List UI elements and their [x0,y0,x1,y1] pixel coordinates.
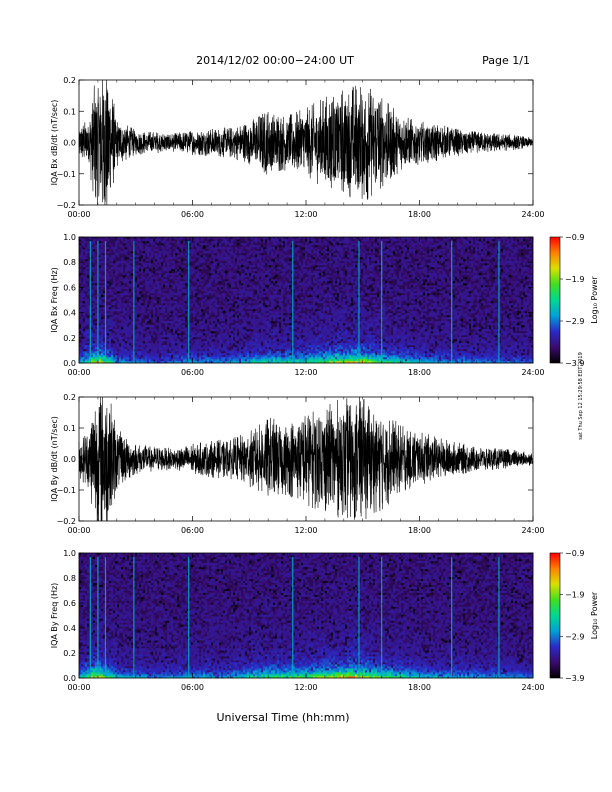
y-axis-label: IQA By Freq (Hz) [50,583,59,649]
y-tick-label: 0.2 [63,334,76,343]
x-tick-label: 00:00 [67,210,90,219]
x-tick-label: 24:00 [521,210,544,219]
x-tick-label: 06:00 [181,210,204,219]
y-axis-label: IQA Bx dB/dt (nT/sec) [50,100,59,186]
colorbar-tick-label: −0.9 [565,233,584,242]
colorbar-label: Log₁₀ Power [590,276,599,324]
y-tick-label: 0.0 [63,674,76,683]
y-tick-label: −0.1 [57,170,76,179]
panel-3: 00:00 06:00 12:00 18:00 24:00 0.2 0.1 0.0 −0.1 −0… [50,393,545,535]
x-axis-label: Universal Time (hh:mm) [217,711,350,724]
y-tick-label: 1.0 [63,549,76,558]
y-axis-label: IQA Bx Freq (Hz) [50,267,59,333]
x-tick-label: 24:00 [521,368,544,377]
spectrogram-cells [79,237,534,364]
y-tick-label: 0.0 [63,359,76,368]
x-tick-label: 18:00 [408,210,431,219]
colorbar [549,552,561,679]
y-tick-label: 0.4 [63,624,76,633]
spectrogram-cells [79,553,534,679]
colorbar-tick-label: −0.9 [565,549,584,558]
y-tick-label: 0.2 [63,649,76,658]
waveform-trace [78,79,533,206]
x-tick-label: 00:00 [67,526,90,535]
x-tick-label: 06:00 [181,526,204,535]
y-tick-label: 0.6 [63,283,76,292]
panel-4: −0.9 −1.9 −2.9 −3.9 Log₁₀ Power 00:00 06:00 12:… [50,549,599,692]
y-tick-label: 0.8 [63,574,76,583]
page-number: Page 1/1 [482,54,530,67]
x-tick-label: 18:00 [408,368,431,377]
x-tick-label: 24:00 [521,526,544,535]
x-tick-label: 00:00 [67,683,90,692]
y-tick-label: 0.0 [63,455,76,464]
x-tick-label: 06:00 [181,368,204,377]
colorbar-tick-label: −2.9 [565,632,584,641]
y-tick-label: 0.1 [63,424,76,433]
x-tick-label: 12:00 [294,683,317,692]
side-note: sat Thu Sep 12 15:29:58 EDT 2019 [578,352,584,440]
waveform-trace [78,396,533,522]
y-tick-label: 0.2 [63,76,76,85]
colorbar-tick-label: −2.9 [565,317,584,326]
y-tick-label: 0.6 [63,599,76,608]
y-tick-label: 0.0 [63,139,76,148]
x-tick-label: 12:00 [294,210,317,219]
x-tick-label: 18:00 [408,526,431,535]
panel-1: 00:00 06:00 12:00 18:00 24:00 0.2 0.1 0.0 −0.1 −0… [50,76,545,219]
y-tick-label: −0.2 [57,201,76,210]
colorbar-tick-label: −1.9 [565,591,584,600]
y-tick-label: −0.1 [57,486,76,495]
colorbar-label: Log₁₀ Power [590,591,599,639]
x-tick-label: 24:00 [521,683,544,692]
panel-2: −0.9 −1.9 −2.9 −3.9 Log₁₀ Power 00:00 06:00 12:… [50,233,599,377]
y-tick-label: 0.2 [63,393,76,402]
y-tick-label: 0.8 [63,258,76,267]
x-tick-label: 18:00 [408,683,431,692]
x-tick-label: 12:00 [294,368,317,377]
colorbar-tick-label: −3.9 [565,359,584,368]
x-tick-label: 06:00 [181,683,204,692]
colorbar [549,236,561,364]
x-tick-label: 00:00 [67,368,90,377]
y-axis-label: IQA By dB/dt (nT/sec) [50,416,59,502]
y-tick-label: 0.4 [63,309,76,318]
page-title: 2014/12/02 00:00−24:00 UT [196,54,354,67]
x-tick-label: 12:00 [294,526,317,535]
y-tick-label: −0.2 [57,517,76,526]
panels: 00:00 06:00 12:00 18:00 24:00 0.2 0.1 0.0 −0.1 −0… [50,76,599,692]
y-tick-label: 1.0 [63,233,76,242]
colorbar-tick-label: −1.9 [565,275,584,284]
colorbar-tick-label: −3.9 [565,674,584,683]
y-tick-label: 0.1 [63,107,76,116]
